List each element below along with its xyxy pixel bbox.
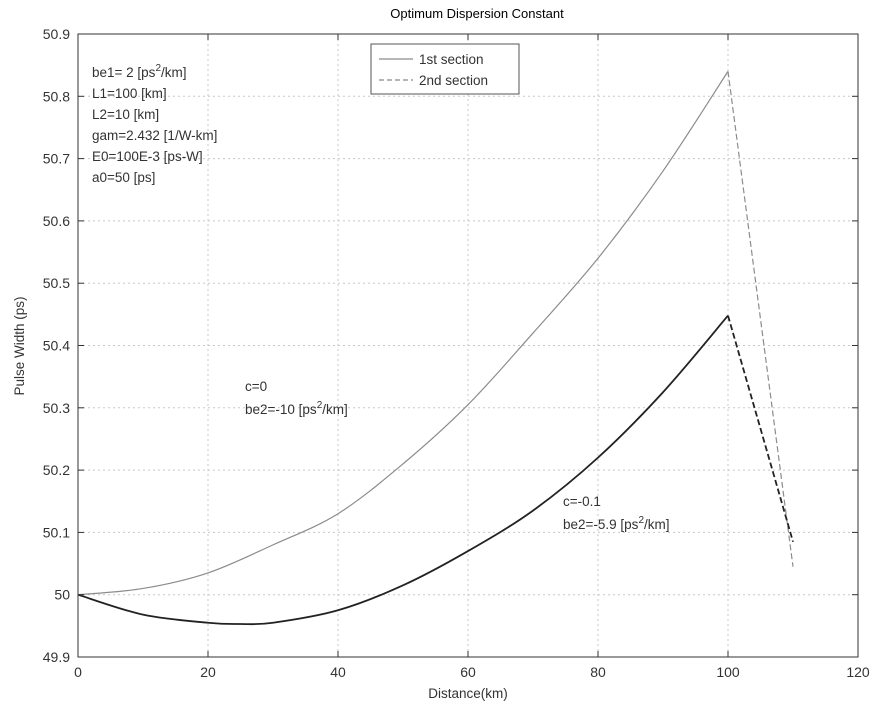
y-tick-label: 50.5 (43, 275, 70, 291)
y-tick-label: 50.3 (43, 400, 70, 416)
param-gam: gam=2.432 [1/W-km] (92, 128, 217, 143)
x-tick-label: 20 (200, 664, 216, 680)
legend-label-1st-section: 1st section (419, 52, 484, 67)
y-tick-label: 50.2 (43, 462, 70, 478)
series-layer (77, 71, 794, 626)
y-tick-label: 49.9 (43, 649, 70, 665)
series-line-c-neg01-1st-section (77, 315, 729, 626)
chart-title: Optimum Dispersion Constant (390, 6, 564, 21)
annotation-c-01-line1: c=-0.1 (563, 494, 601, 509)
parameter-block: be1= 2 [ps2/km] L1=100 [km] L2=10 [km] g… (92, 63, 217, 185)
annotation-c-01: c=-0.1 be2=-5.9 [ps2/km] (563, 494, 670, 532)
y-axis-label: Pulse Width (ps) (12, 296, 27, 395)
y-tick-label: 50.4 (43, 338, 70, 354)
grid-layer (78, 34, 858, 657)
annotation-c0-line2: be2=-10 [ps2/km] (245, 400, 348, 417)
y-tick-label: 50.7 (43, 151, 70, 167)
series-line-c0-2nd-section (727, 71, 794, 567)
x-tick-label: 100 (716, 664, 740, 680)
x-tick-label: 80 (590, 664, 606, 680)
param-be1: be1= 2 [ps2/km] (92, 63, 187, 80)
x-axis-label: Distance(km) (428, 686, 508, 701)
x-tick-label: 120 (846, 664, 870, 680)
param-E0: E0=100E-3 [ps-W] (92, 149, 203, 164)
y-tick-label: 50 (54, 587, 70, 603)
series-line-c-neg01-2nd-section (727, 315, 794, 542)
param-L1: L1=100 [km] (92, 86, 167, 101)
legend-label-2nd-section: 2nd section (419, 73, 488, 88)
x-tick-label: 40 (330, 664, 346, 680)
legend-box (370, 43, 520, 95)
annotation-c-01-line2: be2=-5.9 [ps2/km] (563, 515, 670, 532)
annotation-c0-line1: c=0 (245, 379, 267, 394)
y-tick-label: 50.6 (43, 213, 70, 229)
y-tick-label: 50.1 (43, 524, 70, 540)
x-tick-label: 60 (460, 664, 476, 680)
y-tick-label: 50.9 (43, 26, 70, 42)
param-a0: a0=50 [ps] (92, 170, 155, 185)
annotation-c0: c=0 be2=-10 [ps2/km] (245, 379, 348, 417)
x-tick-label: 0 (74, 664, 82, 680)
series-line-c0-1st-section (77, 71, 729, 596)
legend: 1st section 2nd section (370, 43, 520, 95)
y-tick-label: 50.8 (43, 88, 70, 104)
tick-layer: 0 20 40 60 80 100 120 49.9 50 50.1 50.2 50.3 50.4 50.… (43, 26, 870, 680)
param-L2: L2=10 [km] (92, 107, 159, 122)
